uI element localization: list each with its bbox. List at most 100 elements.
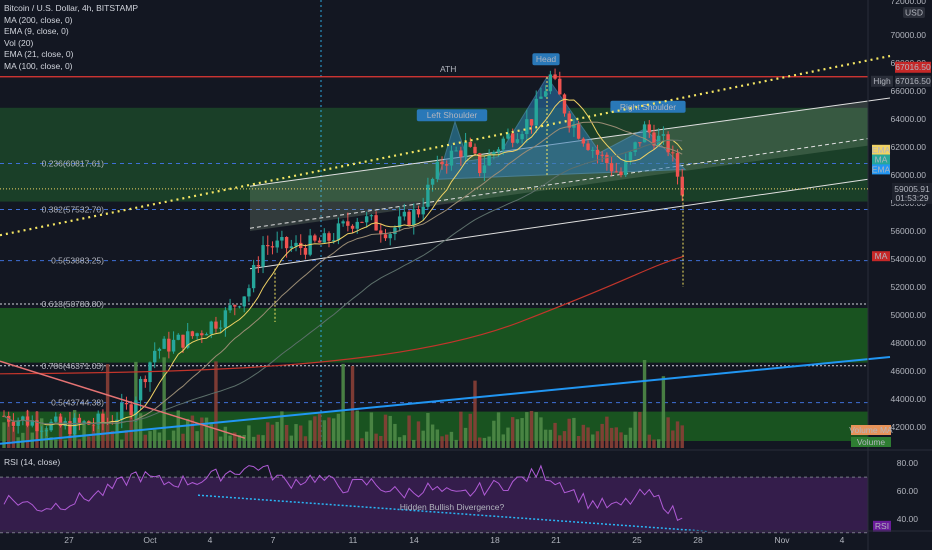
volume-bar — [402, 435, 407, 448]
volume-bar — [7, 421, 11, 448]
volume-bar — [289, 435, 294, 448]
volume-bar — [496, 412, 501, 448]
volume-bar — [251, 436, 256, 448]
candle-body — [30, 420, 34, 426]
volume-bar — [200, 417, 204, 448]
volume-bar — [58, 413, 63, 448]
candle-body — [463, 142, 468, 157]
candle-body — [642, 124, 647, 143]
volume-bar — [468, 413, 472, 448]
volume-bar — [209, 422, 213, 448]
volume-bar — [591, 434, 595, 448]
candle-body — [129, 404, 133, 416]
indicator-ema21[interactable]: EMA (21, close, 0) — [4, 49, 74, 60]
volume-bar — [157, 432, 162, 448]
candle-body — [605, 154, 609, 164]
symbol-title[interactable]: Bitcoin / U.S. Dollar, 4h, BITSTAMP — [4, 3, 138, 13]
volume-bar — [303, 436, 308, 448]
candle-body — [346, 221, 350, 226]
volume-bar — [233, 432, 237, 448]
rsi-title[interactable]: RSI (14, close) — [4, 457, 61, 467]
volume-bar — [77, 439, 82, 448]
volume-axis-tag — [851, 437, 891, 447]
candle-body — [666, 134, 670, 153]
candle-body — [595, 149, 600, 155]
rsi-badge — [873, 520, 891, 532]
ma200-line — [0, 255, 685, 375]
volume-bar — [96, 425, 100, 448]
candle-body — [294, 242, 298, 247]
last-price-tag — [892, 182, 932, 204]
currency-badge — [903, 7, 925, 18]
volume-bar — [572, 417, 576, 448]
volume-bar — [346, 439, 350, 448]
volume-bar — [412, 439, 416, 448]
candle-body — [619, 171, 623, 176]
volume-bar — [388, 415, 392, 448]
candle-body — [228, 305, 232, 311]
candle-body — [82, 421, 86, 423]
indicator-ma200[interactable]: MA (200, close, 0) — [4, 14, 73, 25]
volume-bar — [680, 425, 684, 448]
volume-bar — [553, 422, 557, 448]
volume-bar — [299, 425, 303, 448]
volume-bar — [369, 412, 374, 448]
indicator-axis-tag-label: EMA — [872, 145, 891, 155]
volume-bar — [218, 436, 223, 448]
candle-body — [153, 350, 157, 363]
volume-bar — [449, 431, 454, 448]
candle-body — [313, 235, 317, 241]
volume-bar — [44, 428, 49, 448]
rsi-badge-label: RSI — [875, 521, 889, 531]
volume-bar — [294, 424, 298, 448]
volume-bar — [487, 436, 491, 448]
candle-body — [327, 233, 331, 241]
volume-bar — [525, 412, 529, 448]
volume-bar — [237, 435, 242, 448]
candle-body — [256, 265, 261, 267]
time-tick-label: 27 — [64, 535, 74, 545]
volume-bar — [482, 437, 487, 448]
candle-body — [350, 225, 355, 229]
volume-bar — [313, 416, 317, 448]
candle-body — [647, 124, 651, 133]
time-tick-label: 21 — [551, 535, 561, 545]
candle-body — [91, 424, 96, 426]
candle-body — [581, 138, 586, 144]
volume-bar — [515, 419, 520, 448]
indicator-ema9[interactable]: EMA (9, close, 0) — [4, 26, 69, 37]
resistance-zone — [0, 107, 868, 202]
candle-body — [478, 153, 482, 174]
volume-bar — [181, 433, 185, 448]
candle-body — [473, 146, 477, 154]
fib-level-label: 0.786(46371.03) — [42, 361, 105, 371]
candle-body — [558, 78, 562, 95]
price-tick-label: 44000.00 — [891, 394, 927, 404]
rsi-tick-label: 60.00 — [897, 486, 919, 496]
candle-body — [218, 327, 223, 329]
volume-bar — [520, 418, 524, 448]
volume-bar — [2, 422, 6, 448]
candle-body — [35, 420, 39, 432]
candle-body — [402, 211, 407, 217]
volume-bar — [421, 430, 425, 448]
candle-body — [148, 362, 152, 383]
candle-body — [181, 334, 185, 348]
volume-bar — [600, 423, 604, 448]
volume-bar — [567, 418, 571, 448]
price-tick-label: 54000.00 — [891, 254, 927, 264]
volume-bar — [110, 430, 115, 448]
volume-bar — [228, 435, 232, 448]
volume-bar — [605, 416, 609, 448]
indicator-ma100[interactable]: MA (100, close, 0) — [4, 60, 73, 71]
volume-bar — [275, 421, 279, 448]
candle-body — [539, 96, 543, 99]
time-tick-label: 4 — [208, 535, 213, 545]
volume-bar — [426, 412, 430, 448]
candle-body — [317, 240, 322, 243]
indicator-vol[interactable]: Vol (20) — [4, 37, 34, 48]
price-tick-label-top: 72000.00 — [891, 0, 927, 6]
volume-bar — [63, 439, 67, 448]
last-price-countdown: 01:53:29 — [895, 193, 928, 203]
